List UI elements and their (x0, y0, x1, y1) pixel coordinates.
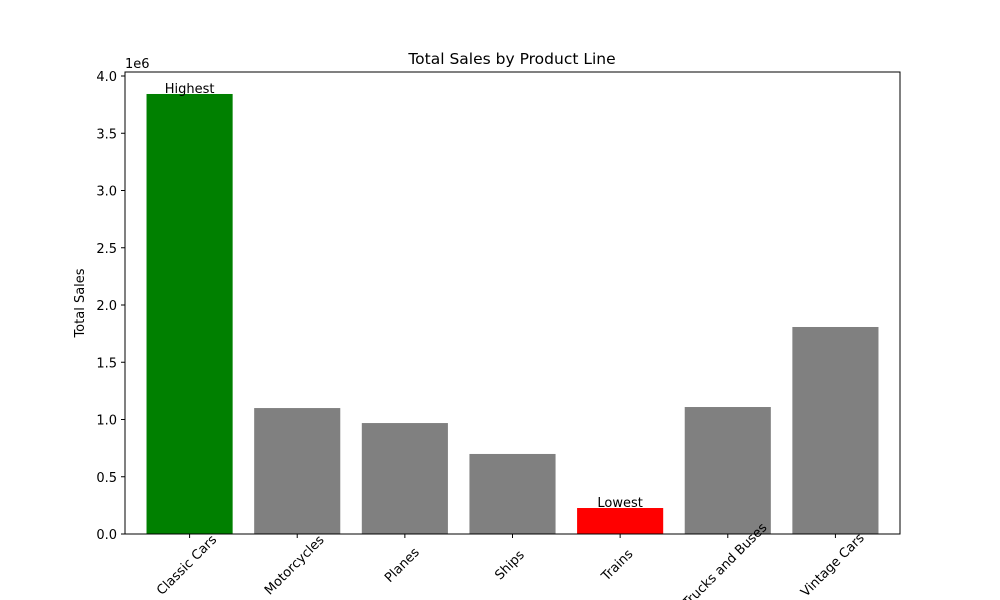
y-tick-label: 2.5 (96, 242, 117, 257)
chart-title: Total Sales by Product Line (407, 50, 615, 68)
bar (361, 423, 448, 534)
y-tick-label: 3.0 (96, 185, 117, 200)
y-tick-label: 1.5 (96, 356, 117, 371)
x-tick-label: Classic Cars (154, 532, 220, 598)
bar (684, 407, 771, 534)
plot-frame (124, 71, 901, 535)
bar (577, 508, 664, 534)
bar (792, 326, 879, 534)
y-offset-label: 1e6 (125, 57, 150, 72)
x-tick-label: Trains (598, 547, 636, 585)
annotation: Lowest (597, 496, 642, 511)
bar (254, 408, 341, 534)
y-tick-label: 1.0 (96, 414, 117, 429)
annotation: Highest (165, 82, 215, 97)
y-tick-label: 0.0 (96, 528, 117, 543)
x-tick-label: Vintage Cars (798, 531, 868, 600)
x-tick-label: Planes (382, 545, 423, 586)
y-tick-label: 3.5 (96, 127, 117, 142)
y-tick-label: 0.5 (96, 471, 117, 486)
y-axis-label: Total Sales (73, 268, 88, 338)
x-tick-label: Ships (492, 548, 528, 584)
y-tick-label: 4.0 (96, 70, 117, 85)
bar (469, 453, 556, 534)
y-tick-label: 2.0 (96, 299, 117, 314)
x-tick-label: Motorcycles (262, 533, 328, 599)
bar (146, 93, 233, 534)
